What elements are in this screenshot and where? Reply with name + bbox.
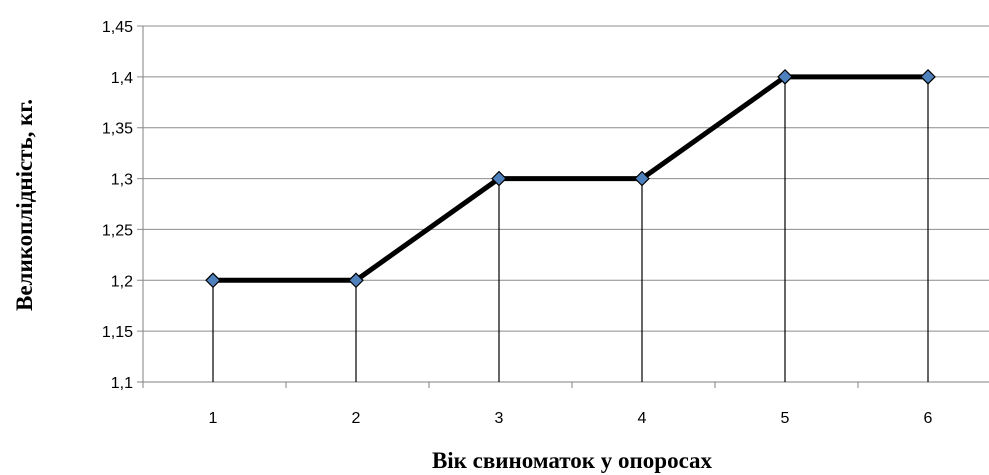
y-tick-label: 1,15 — [102, 324, 133, 341]
y-tick-label: 1,1 — [111, 375, 133, 392]
series-line — [210, 74, 931, 283]
y-tick-label: 1,45 — [102, 19, 133, 36]
y-tick-label: 1,25 — [102, 222, 133, 239]
data-point-marker — [491, 170, 507, 187]
x-tick-label: 4 — [638, 410, 647, 427]
y-tick-label: 1,2 — [111, 273, 133, 290]
y-tick-label: 1,3 — [111, 172, 133, 189]
x-tick-label: 5 — [781, 410, 790, 427]
data-point-marker — [205, 272, 221, 289]
y-axis-title: Великоплідність, кг. — [12, 99, 37, 311]
data-point-marker — [348, 272, 364, 289]
y-axis-ticks: 1,1 1,15 1,2 1,25 1,3 1,35 1,4 1,45 — [102, 19, 133, 392]
data-point-marker — [777, 69, 793, 85]
x-tick-label: 3 — [495, 410, 504, 427]
drop-lines — [212, 76, 929, 382]
x-axis-ticks: 1 2 3 4 5 6 — [142, 382, 933, 427]
series-polyline — [210, 74, 931, 283]
data-point-marker — [634, 170, 650, 187]
data-markers — [205, 69, 936, 289]
x-tick-label: 2 — [352, 410, 361, 427]
x-tick-label: 1 — [209, 410, 218, 427]
data-point-marker — [920, 69, 936, 85]
y-tick-label: 1,4 — [111, 70, 133, 87]
grid-lines — [137, 25, 989, 383]
y-tick-label: 1,35 — [102, 121, 133, 138]
x-tick-label: 6 — [924, 410, 933, 427]
x-axis-title: Вік свиноматок у опоросах — [432, 448, 713, 473]
